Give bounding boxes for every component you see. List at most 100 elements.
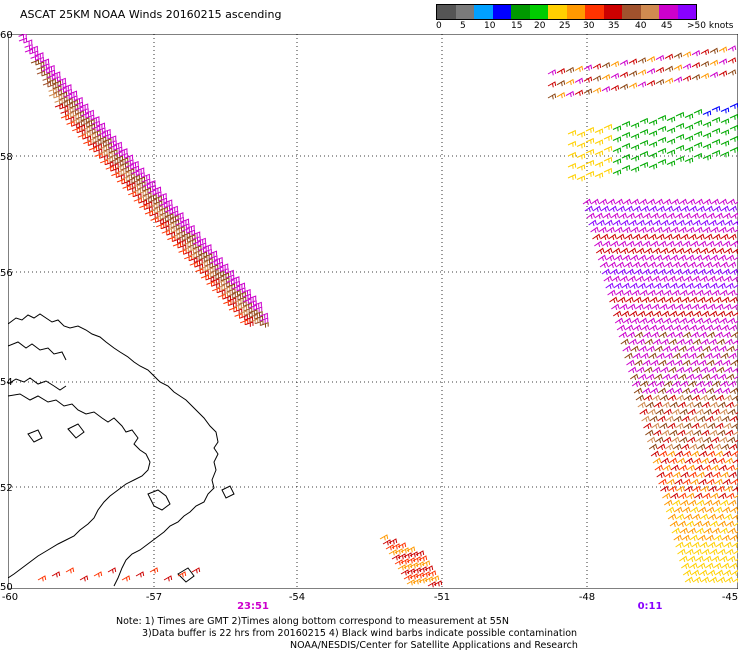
wind-barb [197,237,206,244]
wind-barb [585,170,595,177]
wind-barb [576,153,586,160]
wind-barb [734,201,738,205]
wind-barb [695,261,705,268]
wind-barb [611,247,621,254]
wind-barb [690,569,700,576]
wind-barb [709,373,719,380]
wind-barb [707,394,717,401]
wind-barb [666,116,676,123]
wind-barb [689,296,698,303]
wind-barb [730,478,738,485]
wind-barb [700,60,710,68]
wind-barb [667,247,677,254]
wind-barb [103,142,112,149]
wind-barb [693,152,703,159]
wind-barb [718,464,727,471]
wind-barb [615,261,625,268]
wind-speed-color-legend [436,4,697,20]
wind-barb [685,548,694,555]
wind-barb [222,290,231,297]
wind-barb [36,70,46,77]
wind-barb [691,422,700,429]
wind-barb [639,150,649,157]
wind-barb [175,212,184,218]
wind-barb [688,471,697,478]
wind-barb [635,303,644,310]
wind-barb [651,275,660,282]
wind-barb [662,317,672,324]
wind-barb [111,172,120,178]
wind-barb [198,251,208,258]
wind-barb [200,274,210,281]
wind-barb [709,254,719,261]
wind-barb [243,302,252,309]
wind-barb [221,277,230,283]
wind-barb [427,581,437,588]
wind-barb [152,186,162,193]
wind-barb [227,292,236,299]
wind-barb [391,543,401,550]
wind-barb [42,72,51,79]
wind-barb [172,242,182,249]
wind-barb [64,102,74,109]
wind-barb [239,310,248,316]
wind-barb [605,282,614,289]
wind-barb [104,156,114,163]
wind-barb [684,485,693,492]
wind-barb [667,275,676,282]
latitude-label: 54 [0,377,13,388]
wind-barb [692,576,702,583]
wind-barb [668,366,677,373]
wind-barb [648,205,658,212]
wind-barb [676,310,686,317]
wind-barb [205,271,214,278]
wind-barb [684,310,694,317]
wind-barb [18,34,27,39]
wind-barb [681,268,691,275]
wind-barb [636,310,646,317]
wind-barb [729,415,738,422]
wind-barb [233,299,242,305]
wind-barb [99,150,108,156]
wind-barb [556,92,566,99]
wind-barb [710,492,719,499]
wind-barb [711,380,721,387]
wind-barb [724,366,733,373]
wind-barb [403,574,413,581]
wind-barb [710,345,719,352]
wind-barb [682,450,692,457]
wind-barb [680,352,689,359]
wind-barb [649,415,658,422]
wind-barb [716,310,726,317]
wind-barb [624,352,633,359]
wind-barb [670,492,679,499]
wind-barb [682,478,691,485]
wind-barb [705,296,714,303]
wind-barb [594,128,604,135]
wind-barb [677,282,686,289]
wind-barb [60,109,69,116]
wind-barb [598,226,607,233]
wind-barb [706,212,715,219]
wind-barb [170,219,180,226]
wind-barb [603,134,613,141]
wind-barb [615,289,624,296]
wind-barb [714,359,723,366]
wind-barb [248,295,257,302]
wind-barb [680,324,690,331]
wind-barb [725,520,735,527]
wind-barb [682,240,691,247]
wind-barb [695,380,705,387]
wind-barb [614,226,623,233]
wind-barb [379,534,389,541]
wind-barb [647,380,657,387]
wind-barb [421,571,431,578]
legend-swatch [529,5,548,19]
wind-barb [418,555,428,562]
wind-barb [206,280,215,287]
wind-barb [684,576,694,583]
wind-barb [675,122,685,129]
wind-barb [659,422,668,429]
wind-barb [702,436,712,443]
wind-barb [682,569,692,576]
